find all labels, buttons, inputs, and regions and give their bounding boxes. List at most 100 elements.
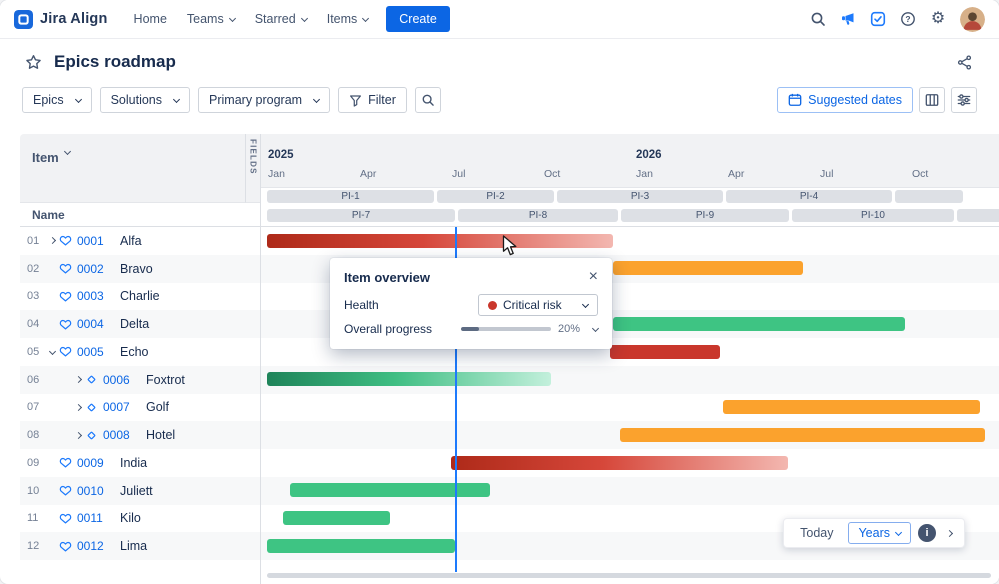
- health-select[interactable]: Critical risk: [478, 294, 598, 316]
- item-name: Bravo: [120, 261, 153, 276]
- info-icon[interactable]: i: [918, 524, 936, 542]
- columns-view-icon[interactable]: [919, 87, 945, 113]
- gantt-bar-0005[interactable]: [610, 344, 720, 359]
- epics-dropdown[interactable]: Epics: [22, 87, 92, 113]
- item-id-link[interactable]: 0004: [77, 317, 104, 332]
- user-avatar[interactable]: [960, 6, 985, 32]
- top-navigation: Jira Align Home Teams Starred Items Crea…: [0, 0, 999, 39]
- item-id-link[interactable]: 0002: [77, 261, 104, 276]
- chevron-down-icon[interactable]: [591, 324, 600, 332]
- chevron-down-icon: [362, 14, 370, 22]
- suggested-dates-button[interactable]: Suggested dates: [777, 87, 913, 113]
- expand-chevron-icon[interactable]: [74, 431, 83, 439]
- item-row-0009[interactable]: 09 0009 India: [20, 449, 260, 477]
- nav-item-starred[interactable]: Starred: [245, 6, 317, 32]
- item-id-link[interactable]: 0010: [77, 483, 104, 498]
- item-column-header[interactable]: Item: [20, 134, 245, 203]
- item-id-link[interactable]: 0006: [103, 372, 130, 387]
- solutions-dropdown[interactable]: Solutions: [99, 87, 191, 113]
- item-id-link[interactable]: 0009: [77, 455, 104, 470]
- search-in-roadmap-icon[interactable]: [414, 87, 441, 113]
- view-settings-sliders-icon[interactable]: [951, 87, 977, 113]
- chevron-down-icon: [63, 147, 71, 156]
- gantt-bar-0011[interactable]: [283, 511, 390, 525]
- expand-chevron-icon[interactable]: [48, 348, 57, 356]
- item-row-0012[interactable]: 12 0012 Lima: [20, 532, 260, 560]
- item-id-link[interactable]: 0012: [77, 539, 104, 554]
- close-icon[interactable]: ×: [588, 268, 598, 285]
- toolbar-right-group: Suggested dates: [777, 87, 977, 113]
- years-range-dropdown[interactable]: Years: [848, 522, 911, 544]
- primary-program-dropdown[interactable]: Primary program: [198, 87, 331, 113]
- favorite-star-icon[interactable]: [20, 49, 46, 75]
- item-name: Foxtrot: [146, 372, 185, 387]
- item-id-link[interactable]: 0003: [77, 289, 104, 304]
- expand-chevron-icon[interactable]: [74, 403, 83, 411]
- share-icon[interactable]: [951, 49, 977, 75]
- epic-icon: [59, 456, 77, 469]
- gantt-bar-0010[interactable]: [290, 483, 490, 498]
- panel-divider: [260, 134, 261, 584]
- item-id-link[interactable]: 0011: [77, 511, 103, 526]
- tasks-check-icon[interactable]: [865, 6, 891, 32]
- item-row-0010[interactable]: 10 0010 Juliett: [20, 476, 260, 505]
- item-name: Delta: [120, 317, 150, 332]
- today-button[interactable]: Today: [792, 522, 841, 544]
- fields-tab[interactable]: FIELDS: [245, 134, 260, 203]
- gantt-bar-0002[interactable]: [613, 261, 803, 276]
- gantt-bar-0009[interactable]: [451, 455, 788, 470]
- year-label: 2025: [268, 149, 294, 161]
- item-name: Lima: [120, 539, 148, 554]
- item-row-0008[interactable]: 08 0008 Hotel: [20, 421, 260, 449]
- announcements-megaphone-icon[interactable]: [835, 6, 861, 32]
- settings-gear-icon[interactable]: ⚙: [925, 6, 951, 32]
- row-number: 02: [27, 262, 40, 275]
- month-label: Oct: [544, 168, 561, 180]
- progress-fill: [460, 327, 479, 331]
- nav-item-teams[interactable]: Teams: [177, 6, 245, 32]
- create-button[interactable]: Create: [386, 6, 450, 32]
- item-row-0003[interactable]: 03 0003 Charlie: [20, 283, 260, 311]
- pi-pill-pi-8: PI-8: [458, 209, 618, 222]
- epic-icon: [59, 540, 77, 553]
- item-row-0001[interactable]: 01 0001 Alfa: [20, 227, 260, 255]
- jira-align-logo[interactable]: Jira Align: [14, 9, 108, 29]
- search-icon[interactable]: [805, 6, 831, 32]
- epic-icon: [59, 512, 77, 525]
- item-row-0005[interactable]: 05 0005 Echo: [20, 338, 260, 366]
- month-label: Apr: [360, 168, 377, 180]
- month-label: Jul: [820, 168, 834, 180]
- item-row-0004[interactable]: 04 0004 Delta: [20, 310, 260, 338]
- horizontal-scrollbar[interactable]: [267, 573, 991, 578]
- gantt-bar-0006[interactable]: [267, 372, 551, 387]
- expand-chevron-icon[interactable]: [48, 237, 57, 245]
- gantt-bar-0008[interactable]: [620, 427, 985, 442]
- filter-button[interactable]: Filter: [338, 87, 407, 113]
- nav-item-items[interactable]: Items: [317, 6, 379, 32]
- gantt-bar-0012[interactable]: [267, 538, 455, 553]
- item-name: Juliett: [120, 483, 153, 498]
- item-id-link[interactable]: 0008: [103, 428, 130, 443]
- item-id-link[interactable]: 0007: [103, 400, 130, 415]
- item-row-0007[interactable]: 07 0007 Golf: [20, 394, 260, 422]
- row-number: 12: [27, 540, 40, 553]
- epic-icon: [59, 290, 77, 303]
- item-id-link[interactable]: 0005: [77, 344, 104, 359]
- today-line: [455, 227, 457, 572]
- item-name: Hotel: [146, 428, 176, 443]
- item-row-0011[interactable]: 11 0011 Kilo: [20, 505, 260, 533]
- gantt-bar-0001[interactable]: [267, 233, 613, 248]
- gantt-bar-0004[interactable]: [613, 316, 905, 331]
- row-number: 03: [27, 290, 40, 303]
- expand-chevron-icon[interactable]: [74, 376, 83, 384]
- item-id-link[interactable]: 0001: [77, 233, 104, 248]
- roadmap-board: Item FIELDS Name 01 0001 Alfa 02 0002 Bravo 03…: [20, 134, 999, 584]
- help-icon[interactable]: ?: [895, 6, 921, 32]
- epic-icon: [59, 345, 77, 358]
- nav-item-home[interactable]: Home: [133, 12, 167, 26]
- item-row-0006[interactable]: 06 0006 Foxtrot: [20, 365, 260, 394]
- item-row-0002[interactable]: 02 0002 Bravo: [20, 254, 260, 283]
- next-chevron-icon[interactable]: [943, 527, 956, 540]
- gantt-bar-0007[interactable]: [723, 400, 980, 414]
- nav-utilities: ? ⚙: [805, 6, 985, 32]
